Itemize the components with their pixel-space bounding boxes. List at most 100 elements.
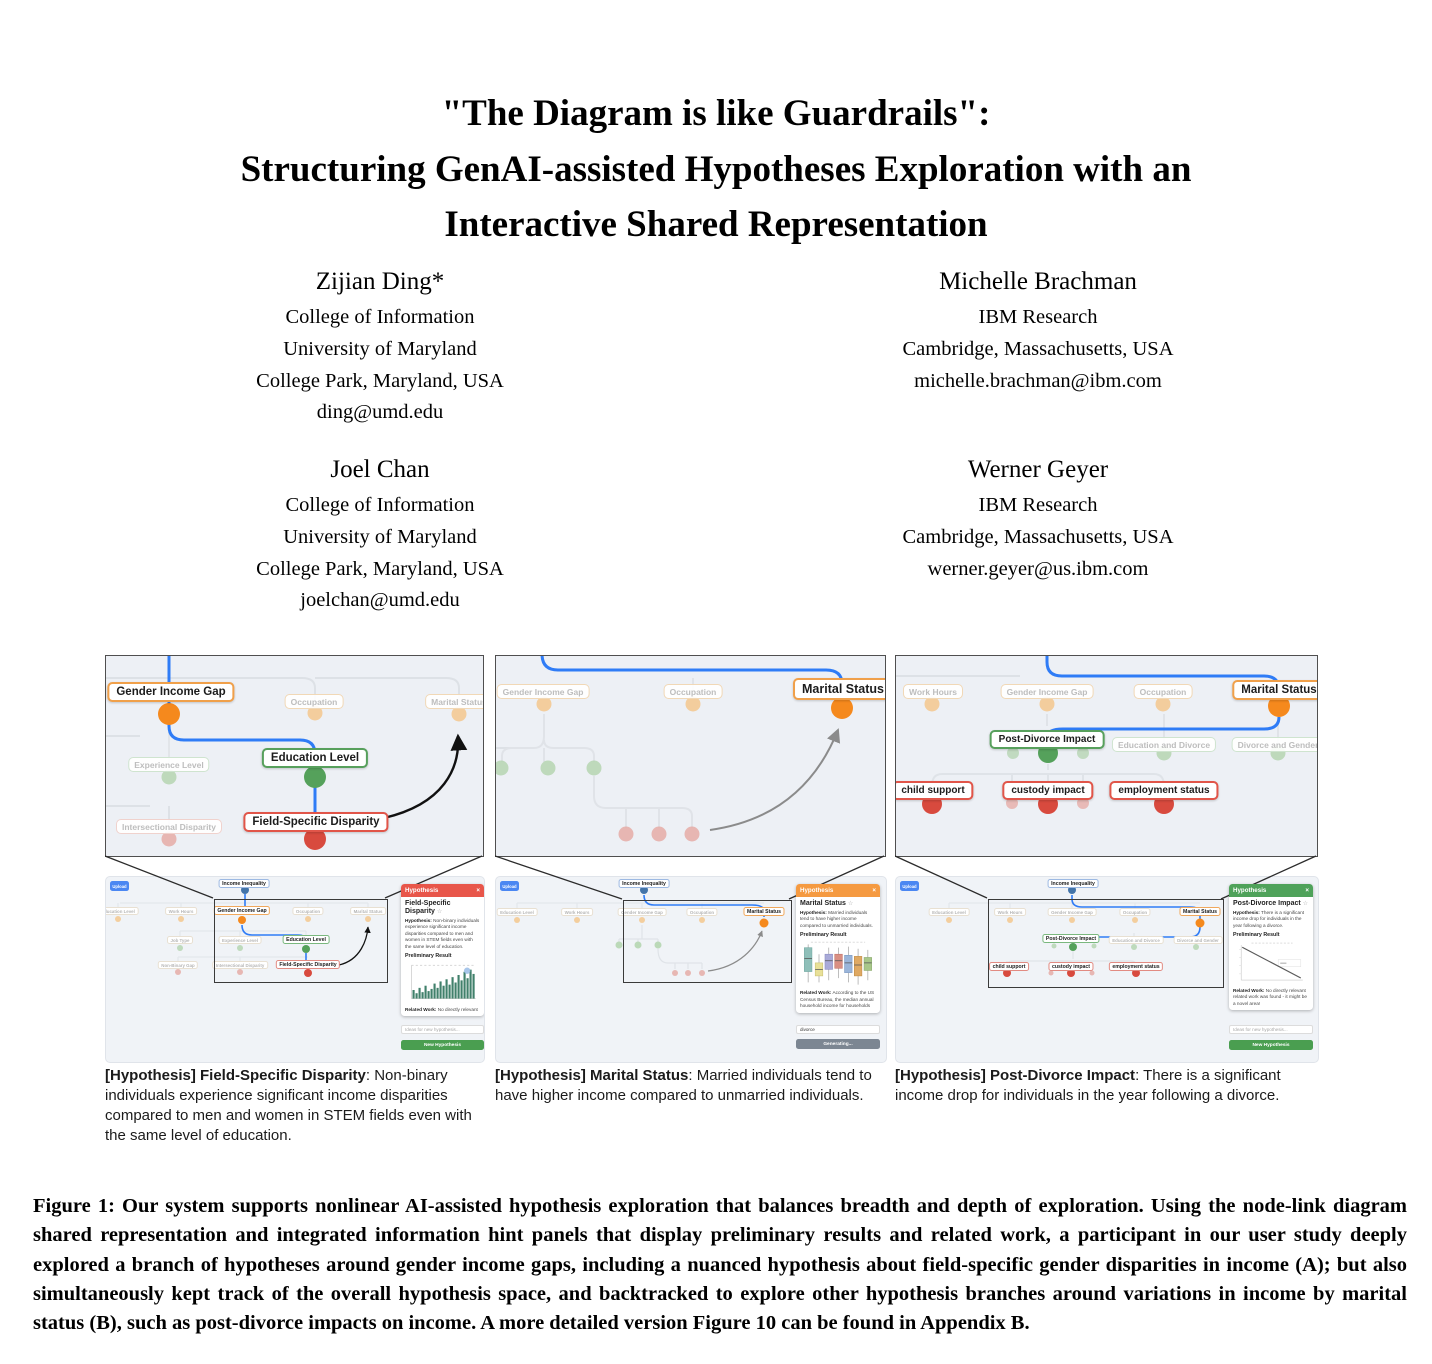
- node-dot[interactable]: [1067, 969, 1075, 977]
- star-icon[interactable]: ☆: [1302, 901, 1309, 907]
- mini-node[interactable]: Job Type: [167, 936, 193, 944]
- node-dot[interactable]: [685, 696, 701, 712]
- node-dot[interactable]: [158, 703, 180, 725]
- mini-node-income-inequality[interactable]: Income Inequality: [618, 879, 670, 888]
- zoom-node-employment-status[interactable]: employment status: [1109, 781, 1219, 800]
- node-dot[interactable]: [1193, 944, 1199, 950]
- node-dot[interactable]: [586, 760, 602, 776]
- node-dot[interactable]: [514, 917, 520, 923]
- node-dot[interactable]: [1077, 797, 1089, 809]
- node-dot[interactable]: [946, 917, 952, 923]
- node-dot[interactable]: [1007, 747, 1019, 759]
- node-dot[interactable]: [305, 916, 311, 922]
- mini-node[interactable]: Education Level: [496, 908, 538, 916]
- node-dot[interactable]: [1051, 943, 1057, 949]
- zoom-node-experience-level[interactable]: Experience Level: [128, 757, 210, 772]
- node-dot[interactable]: [651, 826, 667, 842]
- zoom-node-occupation[interactable]: Occupation: [663, 684, 723, 699]
- zoom-node-marital-status[interactable]: Marital Status: [1232, 680, 1317, 700]
- node-dot[interactable]: [1132, 917, 1138, 923]
- node-dot[interactable]: [1006, 797, 1018, 809]
- zoom-node-occupation[interactable]: Occupation: [1133, 684, 1193, 699]
- new-hypothesis-button[interactable]: New Hypothesis: [401, 1040, 484, 1050]
- mini-node[interactable]: Education Level: [928, 908, 970, 916]
- node-dot[interactable]: [684, 826, 700, 842]
- node-dot[interactable]: [1007, 917, 1013, 923]
- zoom-node-intersectional-disparity[interactable]: Intersectional Disparity: [115, 819, 223, 834]
- hypothesis-idea-input[interactable]: [796, 1025, 880, 1034]
- zoom-node-marital-status[interactable]: Marital Status: [793, 678, 885, 700]
- node-dot[interactable]: [115, 916, 121, 922]
- node-dot[interactable]: [672, 970, 678, 976]
- close-icon[interactable]: ×: [476, 887, 480, 894]
- node-dot[interactable]: [237, 969, 243, 975]
- node-dot[interactable]: [699, 970, 705, 976]
- node-dot[interactable]: [540, 760, 556, 776]
- node-dot[interactable]: [831, 697, 853, 719]
- zoom-node-marital-status[interactable]: Marital Status: [425, 694, 483, 709]
- mini-node[interactable]: Work Hours: [561, 908, 593, 916]
- zoom-node-gender-income-gap[interactable]: Gender Income Gap: [496, 684, 590, 699]
- star-icon[interactable]: ☆: [436, 909, 443, 916]
- node-dot[interactable]: [634, 941, 642, 949]
- zoom-node-occupation[interactable]: Occupation: [284, 694, 344, 709]
- node-dot[interactable]: [1048, 970, 1054, 976]
- node-dot[interactable]: [640, 886, 648, 894]
- generating-button[interactable]: Generating...: [796, 1039, 880, 1049]
- mini-node-income-inequality[interactable]: Income Inequality: [218, 879, 270, 888]
- node-dot[interactable]: [685, 970, 691, 976]
- node-dot[interactable]: [639, 917, 645, 923]
- zoom-node-education-level[interactable]: Education Level: [261, 748, 369, 768]
- mini-node[interactable]: Education Level: [106, 907, 139, 915]
- zoom-node-gender-income-gap[interactable]: Gender Income Gap: [107, 682, 235, 702]
- upload-button[interactable]: Upload: [900, 881, 919, 891]
- node-dot[interactable]: [496, 760, 509, 776]
- node-dot[interactable]: [1268, 695, 1290, 717]
- new-hypothesis-button[interactable]: New Hypothesis: [1229, 1040, 1313, 1050]
- node-dot[interactable]: [175, 969, 181, 975]
- node-dot[interactable]: [304, 969, 312, 977]
- node-dot[interactable]: [654, 941, 662, 949]
- zoom-node-custody-impact[interactable]: custody impact: [1002, 781, 1094, 800]
- node-dot[interactable]: [237, 945, 243, 951]
- close-icon[interactable]: ×: [1305, 887, 1309, 894]
- mini-node[interactable]: Non-Binary Gap: [157, 961, 199, 969]
- node-dot[interactable]: [1069, 943, 1077, 951]
- node-dot[interactable]: [618, 826, 634, 842]
- hypothesis-idea-input[interactable]: [401, 1025, 484, 1034]
- upload-button[interactable]: Upload: [500, 881, 519, 891]
- node-dot[interactable]: [304, 766, 326, 788]
- zoom-node-child-support[interactable]: child support: [896, 781, 974, 800]
- node-dot[interactable]: [536, 696, 552, 712]
- node-dot[interactable]: [1069, 917, 1075, 923]
- mini-node-income-inequality[interactable]: Income Inequality: [1047, 879, 1099, 888]
- close-icon[interactable]: ×: [872, 887, 876, 894]
- node-dot[interactable]: [759, 918, 769, 928]
- node-dot[interactable]: [699, 917, 705, 923]
- node-dot[interactable]: [178, 916, 184, 922]
- node-dot[interactable]: [238, 916, 246, 924]
- node-dot[interactable]: [365, 916, 371, 922]
- node-dot[interactable]: [1003, 969, 1011, 977]
- node-dot[interactable]: [1068, 886, 1076, 894]
- node-dot[interactable]: [1091, 943, 1097, 949]
- node-dot[interactable]: [574, 917, 580, 923]
- node-dot[interactable]: [241, 886, 249, 894]
- mini-node[interactable]: Work Hours: [165, 907, 197, 915]
- hypothesis-idea-input[interactable]: [1229, 1025, 1313, 1034]
- upload-button[interactable]: Upload: [110, 881, 129, 891]
- node-dot[interactable]: [1132, 969, 1140, 977]
- zoom-node-gender-income-gap[interactable]: Gender Income Gap: [1000, 684, 1094, 699]
- node-dot[interactable]: [615, 941, 623, 949]
- node-dot[interactable]: [1089, 970, 1095, 976]
- zoom-node-divorce-and-gender[interactable]: Divorce and Gender: [1231, 737, 1317, 752]
- zoom-node-work-hours[interactable]: Work Hours: [902, 684, 964, 699]
- node-dot[interactable]: [177, 945, 183, 951]
- node-dot[interactable]: [451, 706, 467, 722]
- zoom-node-field-specific-disparity[interactable]: Field-Specific Disparity: [243, 812, 389, 832]
- star-icon[interactable]: ☆: [847, 901, 854, 907]
- zoom-node-post-divorce-impact[interactable]: Post-Divorce Impact: [989, 730, 1105, 749]
- node-dot[interactable]: [1195, 918, 1205, 928]
- node-dot[interactable]: [1131, 944, 1137, 950]
- node-dot[interactable]: [1077, 747, 1089, 759]
